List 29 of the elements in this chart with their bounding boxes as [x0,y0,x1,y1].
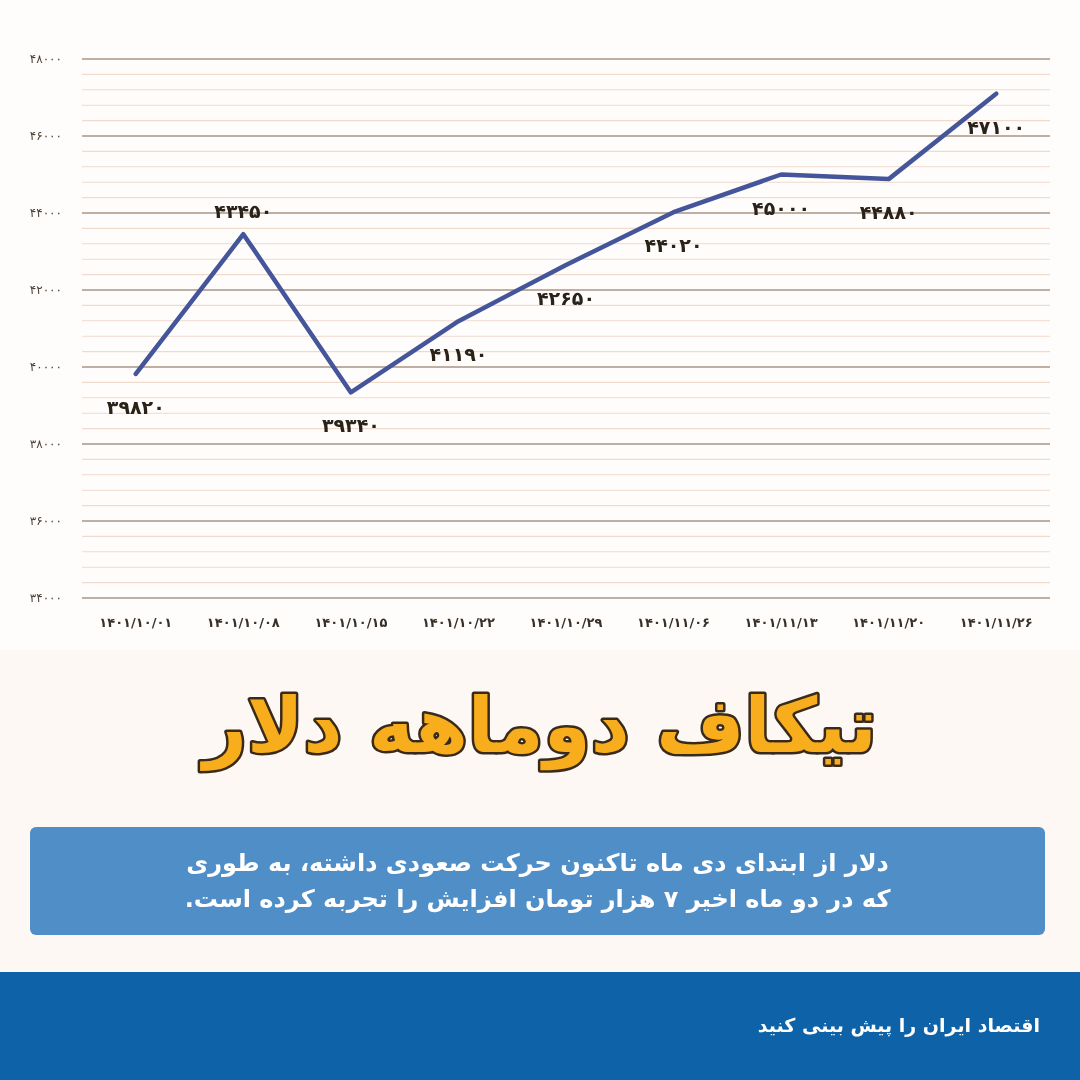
x-tick-label: ۱۴۰۱/۱۰/۱۵ [314,615,388,630]
data-label: ۴۴۰۲۰ [644,234,703,257]
data-label: ۴۱۱۹۰ [429,343,488,366]
y-tick-label: ۳۴۰۰۰ [29,591,62,605]
x-tick-label: ۱۴۰۱/۱۰/۰۸ [206,615,280,630]
data-label: ۴۴۸۸۰ [859,201,918,224]
y-tick-label: ۳۸۰۰۰ [29,437,62,451]
y-tick-label: ۳۶۰۰۰ [29,514,62,528]
x-tick-label: ۱۴۰۱/۱۱/۲۶ [959,615,1033,630]
x-tick-label: ۱۴۰۱/۱۱/۲۰ [852,615,926,630]
data-label: ۴۲۶۵۰ [537,286,595,309]
text: دلار از ابتدای دی ماه تاکنون حرکت صعودی داشته، به طوری که در دو ماه اخیر ۷ هزار تومان افزایش را تجربه کرده است. [30,827,1045,935]
data-label: ۳۹۳۴۰ [321,414,380,437]
data-label: ۴۵۰۰۰ [752,196,811,219]
y-tick-label: ۴۲۰۰۰ [29,283,62,297]
y-tick-label: ۴۸۰۰۰ [29,52,62,66]
y-tick-label: ۴۶۰۰۰ [29,129,62,143]
data-label: ۴۷۱۰۰ [967,115,1026,138]
x-tick-label: ۱۴۰۱/۱۰/۲۹ [529,615,603,630]
y-tick-label: ۴۰۰۰۰ [29,360,62,374]
text: تیکاف دوماهه دلار [199,681,877,771]
text: اقتصاد ایران را پیش بینی کنید [757,1014,1040,1036]
x-tick-label: ۱۴۰۱/۱۱/۰۶ [637,615,711,630]
x-tick-label: ۱۴۰۱/۱۱/۱۳ [744,615,818,630]
x-tick-label: ۱۴۰۱/۱۰/۰۱ [99,615,173,630]
data-label: ۳۹۸۲۰ [106,395,165,418]
x-tick-label: ۱۴۰۱/۱۰/۲۲ [421,615,495,630]
y-tick-label: ۴۴۰۰۰ [29,206,62,220]
data-label: ۴۳۴۵۰ [214,200,273,223]
